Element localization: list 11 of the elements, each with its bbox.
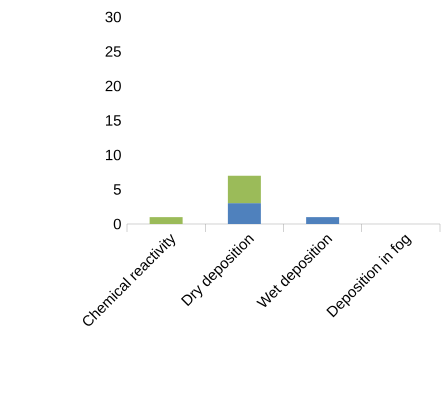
- y-tick-label: 25: [106, 46, 121, 57]
- y-tick-label: 0: [114, 218, 121, 230]
- bar: [306, 217, 340, 224]
- bar: [228, 176, 261, 204]
- y-tick-label: 5: [114, 184, 121, 195]
- y-tick-label: 20: [106, 80, 121, 92]
- y-tick-label: 15: [106, 115, 121, 126]
- y-tick-label: 30: [105, 12, 121, 22]
- y-tick-label: 10: [106, 150, 121, 160]
- bar: [228, 203, 261, 224]
- bar: [150, 217, 183, 224]
